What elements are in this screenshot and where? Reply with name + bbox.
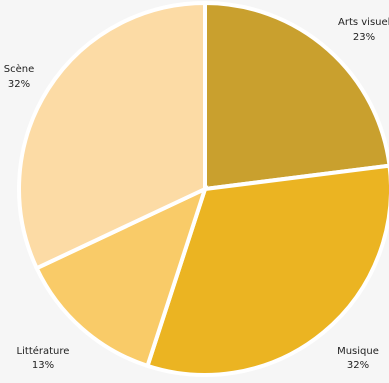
pie-slice-musique bbox=[144, 163, 389, 377]
pie-slice-scene bbox=[17, 0, 207, 271]
slice-label-musique: Musique bbox=[337, 346, 379, 357]
slice-percent-musique: 32% bbox=[347, 360, 369, 371]
pie-slice-arts-visuels bbox=[203, 0, 389, 192]
pie-slice-litterature bbox=[34, 185, 209, 369]
pie-slices bbox=[17, 0, 389, 377]
slice-percent-litterature: 13% bbox=[32, 360, 54, 371]
slice-label-scene: Scène bbox=[4, 63, 35, 75]
pie-labels: Arts visuels 23% Musique 32% Littérature… bbox=[4, 17, 389, 371]
slice-label-litterature: Littérature bbox=[17, 345, 70, 357]
slice-label-arts-visuels: Arts visuels bbox=[338, 17, 389, 28]
slice-percent-arts-visuels: 23% bbox=[353, 32, 375, 43]
slice-percent-scene: 32% bbox=[8, 79, 30, 90]
